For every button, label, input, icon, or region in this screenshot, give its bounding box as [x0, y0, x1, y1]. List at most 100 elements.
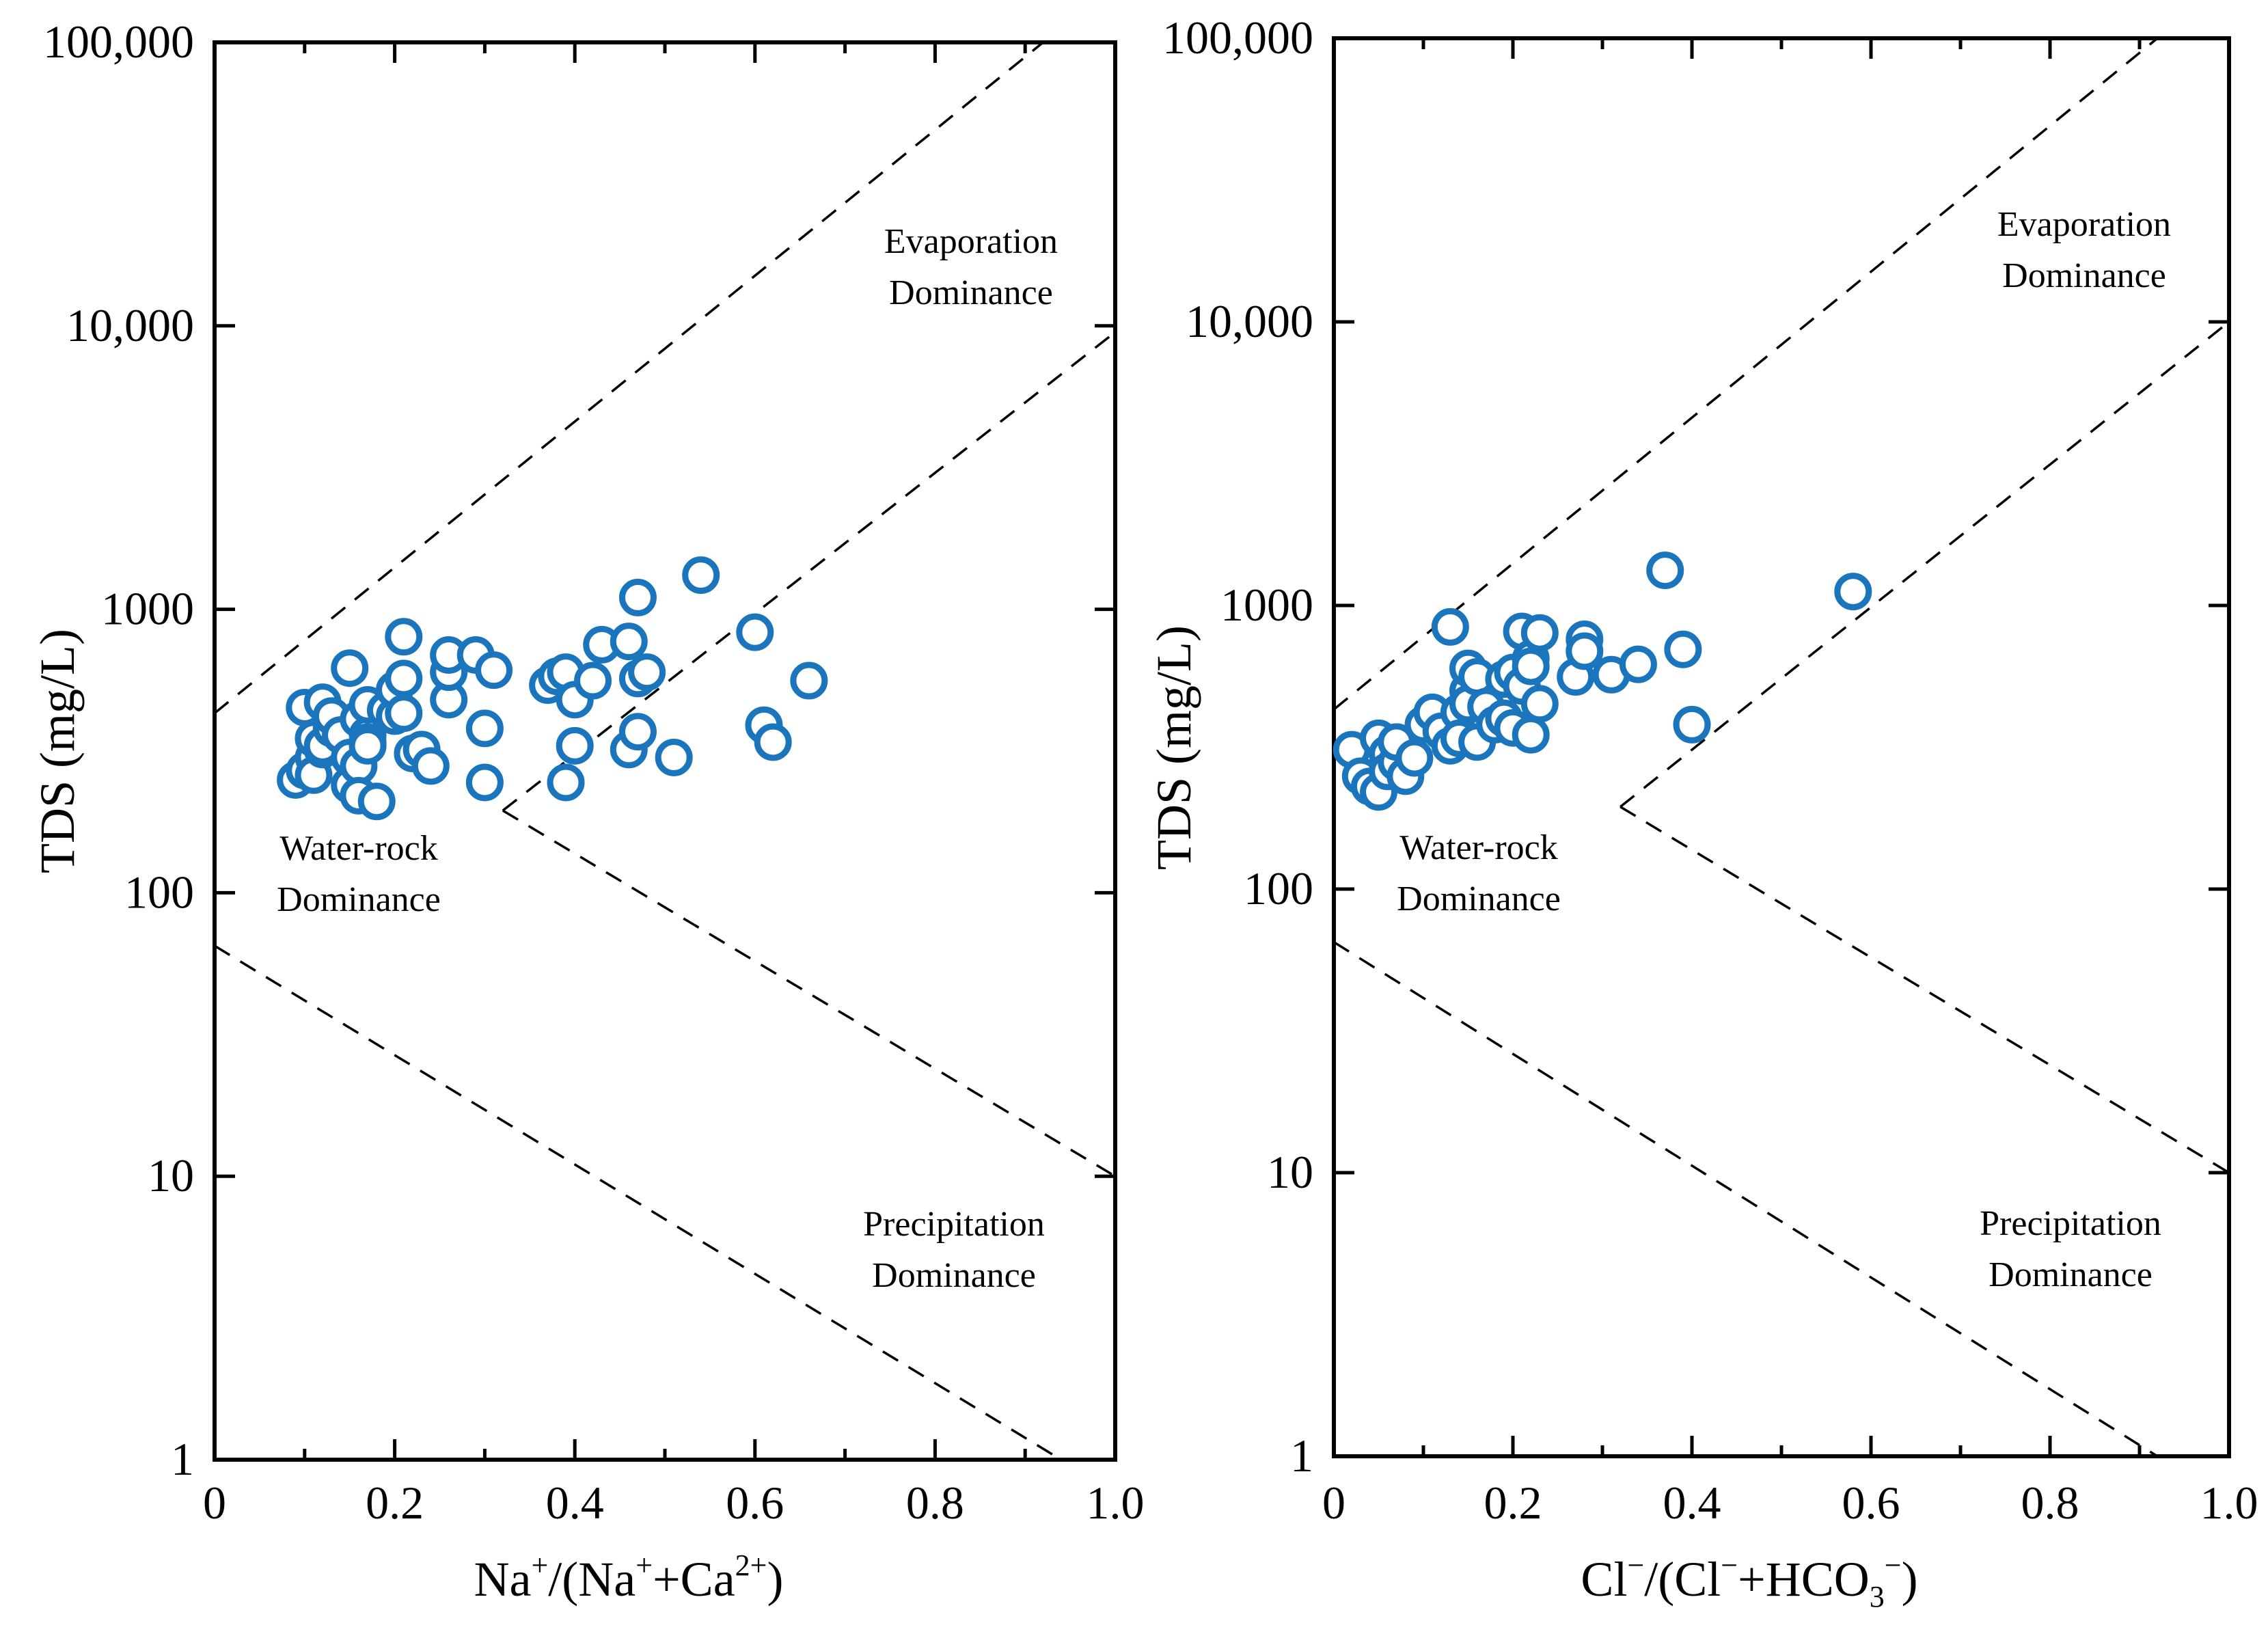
data-point: [574, 662, 612, 700]
x-tick-label: 0.6: [1842, 1477, 1900, 1529]
data-point: [1673, 705, 1711, 744]
region-label-line: Dominance: [2002, 256, 2166, 295]
x-tick-label: 0.6: [726, 1477, 784, 1529]
data-point: [754, 723, 792, 761]
domain-boundary-line: [1333, 37, 2159, 711]
region-label-evaporation: Evaporation Dominance: [884, 222, 1058, 312]
data-point: [1646, 551, 1684, 590]
y-tick-label: 1000: [101, 583, 194, 635]
region-label-evaporation: Evaporation Dominance: [1997, 205, 2171, 295]
data-point: [385, 694, 423, 733]
y-tick-label: 100: [1244, 862, 1313, 914]
data-point: [331, 649, 369, 687]
data-point: [790, 662, 828, 700]
data-point: [628, 653, 666, 692]
y-axis-title: TDS (mg/L): [30, 629, 85, 873]
right-x-tick-labels: 0 0.2 0.4 0.6 0.8 1.0: [1322, 1477, 2258, 1529]
region-label-line: Dominance: [889, 273, 1053, 312]
x-tick-label: 0.4: [1663, 1477, 1721, 1529]
data-point: [385, 618, 423, 656]
data-point: [475, 651, 513, 690]
y-axis-title: TDS (mg/L): [1147, 625, 1201, 870]
x-axis-title: Na+/(Na++Ca2+): [474, 1549, 784, 1607]
data-point: [1834, 573, 1872, 611]
data-point: [655, 738, 693, 776]
right-boundaries: [1333, 37, 2230, 1458]
x-tick-label: 1.0: [1087, 1477, 1145, 1529]
data-point: [465, 763, 504, 802]
data-point: [1512, 715, 1550, 754]
region-label-water-rock: Water-rock Dominance: [277, 829, 441, 919]
data-point: [618, 713, 657, 751]
data-point: [1395, 739, 1434, 777]
x-tick-label: 0.2: [366, 1477, 424, 1529]
x-tick-label: 0: [1322, 1477, 1345, 1529]
y-tick-label: 1: [171, 1433, 194, 1485]
data-point: [736, 613, 774, 651]
y-tick-label: 10: [1267, 1146, 1313, 1198]
region-label-line: Water-rock: [1399, 828, 1558, 867]
data-point: [1664, 630, 1702, 668]
x-tick-label: 0.8: [2021, 1477, 2079, 1529]
right-y-tick-labels: 1 10 100 1000 10,000 100,000: [1162, 12, 1313, 1482]
region-label-line: Evaporation: [884, 222, 1058, 261]
left-data-points: [277, 556, 828, 821]
data-point: [618, 578, 657, 616]
left-panel: 1 10 100 1000 10,000 100,000 0 0.2 0.4 0…: [30, 16, 1145, 1607]
region-label-line: Dominance: [872, 1256, 1036, 1295]
x-tick-label: 0.8: [906, 1477, 964, 1529]
region-label-water-rock: Water-rock Dominance: [1397, 828, 1561, 918]
data-point: [1512, 647, 1550, 685]
data-point: [411, 747, 450, 785]
region-label-line: Dominance: [1989, 1255, 2153, 1294]
region-label-line: Water-rock: [279, 829, 438, 868]
right-ticks: [1332, 36, 2231, 1458]
x-tick-label: 1.0: [2200, 1477, 2258, 1529]
region-label-line: Dominance: [1397, 880, 1561, 918]
left-y-tick-labels: 1 10 100 1000 10,000 100,000: [43, 16, 194, 1485]
data-point: [385, 659, 423, 698]
domain-boundary-line: [1333, 941, 2159, 1458]
left-x-tick-labels: 0 0.2 0.4 0.6 0.8 1.0: [203, 1477, 1145, 1529]
x-tick-label: 0.4: [546, 1477, 604, 1529]
y-tick-label: 100: [124, 866, 194, 918]
domain-boundary-line: [213, 41, 1044, 714]
left-boundaries: [213, 41, 1117, 1461]
y-tick-label: 100,000: [1162, 12, 1313, 64]
data-point: [547, 763, 585, 802]
data-point: [682, 556, 720, 595]
y-tick-label: 10,000: [1186, 295, 1313, 347]
y-tick-label: 10,000: [66, 299, 194, 351]
region-label-precipitation: Precipitation Dominance: [863, 1205, 1045, 1295]
region-label-line: Precipitation: [1980, 1204, 2161, 1243]
data-point: [1619, 645, 1657, 683]
x-axis-title: Cl−/(Cl−+HCO3−): [1581, 1549, 1917, 1613]
y-tick-label: 10: [148, 1149, 194, 1201]
region-label-line: Precipitation: [863, 1205, 1045, 1244]
data-point: [556, 726, 594, 765]
data-point: [1520, 685, 1559, 723]
data-point: [349, 726, 387, 765]
data-point: [357, 782, 396, 821]
data-point: [465, 709, 504, 748]
domain-boundary-line: [1620, 321, 2230, 808]
domain-boundary-line: [502, 809, 1116, 1177]
y-tick-label: 100,000: [43, 16, 194, 68]
right-data-points: [1333, 551, 1872, 811]
x-tick-label: 0.2: [1484, 1477, 1542, 1529]
domain-boundary-line: [1620, 806, 2230, 1174]
right-panel: 1 10 100 1000 10,000 100,000 0 0.2 0.4 0…: [1147, 12, 2258, 1613]
data-point: [1520, 614, 1559, 652]
data-point: [610, 623, 648, 661]
domain-boundary-line: [502, 331, 1117, 812]
domain-boundary-line: [214, 944, 1062, 1461]
x-tick-label: 0: [203, 1477, 226, 1529]
region-label-line: Dominance: [277, 880, 441, 919]
left-ticks: [213, 40, 1117, 1462]
y-tick-label: 1000: [1220, 579, 1313, 631]
region-label-line: Evaporation: [1997, 205, 2171, 244]
data-point: [1566, 632, 1604, 670]
region-label-precipitation: Precipitation Dominance: [1980, 1204, 2161, 1294]
y-tick-label: 1: [1290, 1430, 1313, 1482]
